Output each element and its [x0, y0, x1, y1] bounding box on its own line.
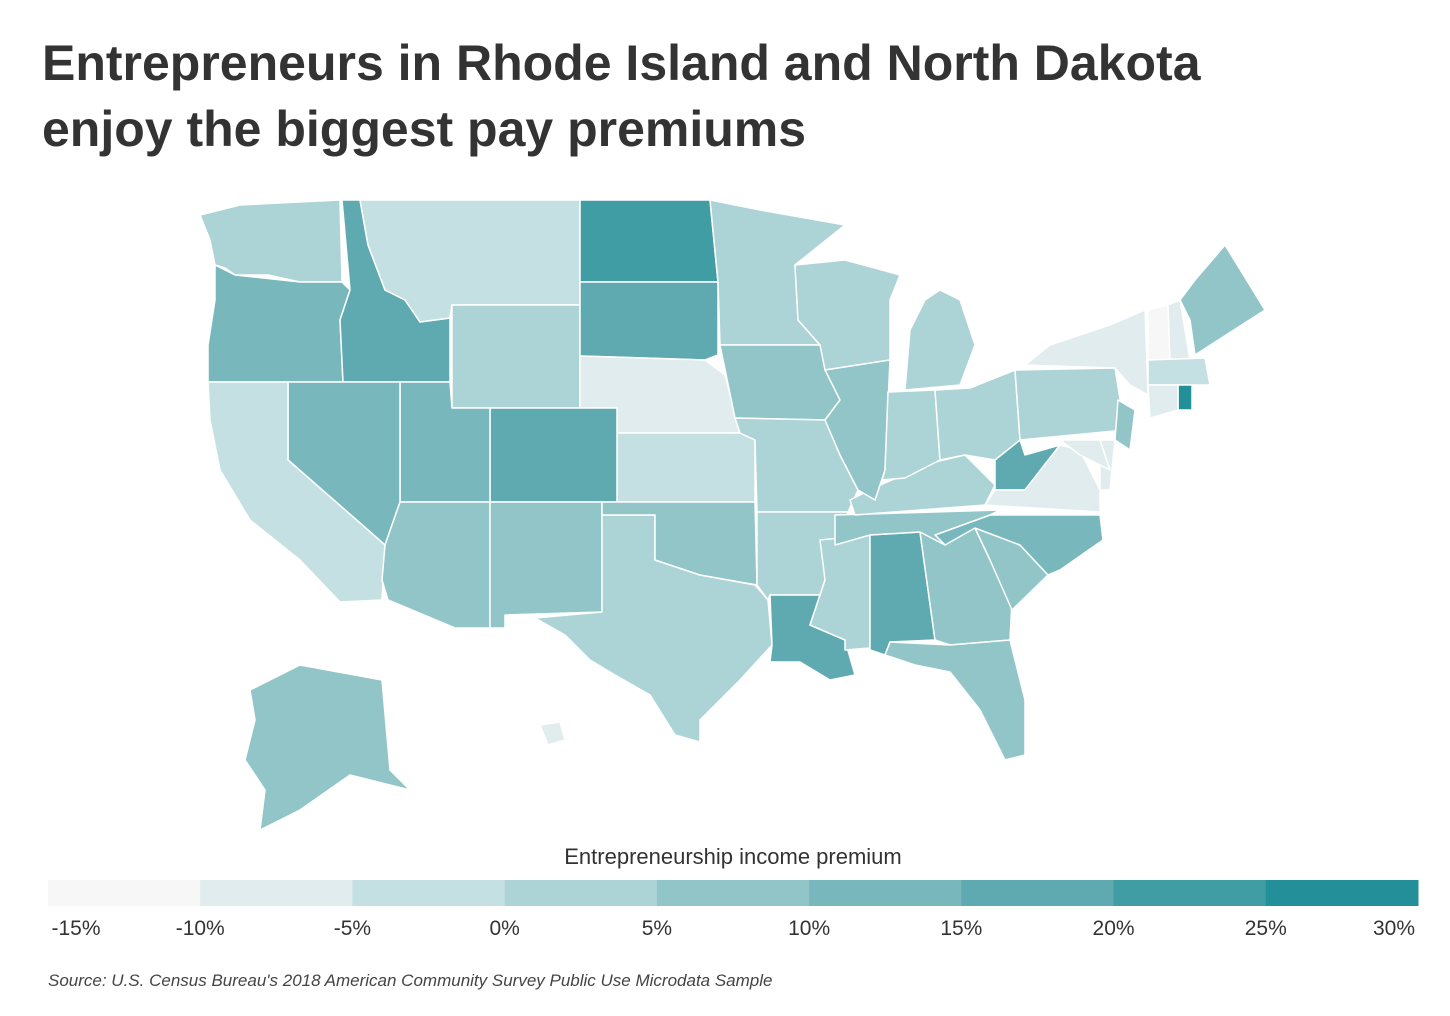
state: [207, 381, 386, 603]
legend-tick-label: 15%: [940, 917, 982, 940]
legend-tick-label: -15%: [51, 917, 100, 940]
state: [579, 281, 719, 361]
legend: -15% -10% -5% 0% 5% 10% 15% 20% 25% 30%: [48, 880, 1419, 940]
state: [601, 501, 758, 586]
title-line: enjoy the biggest pay premiums: [42, 101, 806, 157]
state: [904, 289, 976, 391]
legend-tick-label: 0%: [489, 917, 519, 940]
legend-swatch: [352, 880, 506, 906]
state: [1147, 357, 1211, 386]
state: [1114, 399, 1136, 451]
state: [849, 454, 996, 516]
state: [1147, 304, 1171, 361]
state: [1179, 244, 1266, 356]
legend-swatch: [48, 880, 201, 906]
state: [1014, 367, 1126, 441]
state: [539, 721, 566, 746]
legend-tick-label: 30%: [1373, 917, 1415, 940]
legend-tick-label: 5%: [642, 917, 672, 940]
state: [1177, 384, 1193, 411]
legend-tick-label: 10%: [788, 917, 830, 940]
state: [489, 407, 618, 503]
state: [934, 514, 1104, 576]
legend-swatch: [1265, 880, 1419, 906]
state: [1059, 439, 1111, 471]
state: [1147, 384, 1179, 419]
state: [381, 501, 491, 629]
legend-swatch: [1113, 880, 1267, 906]
state: [1024, 309, 1149, 396]
legend-swatch: [809, 880, 962, 906]
legend-tick-label: 20%: [1093, 917, 1135, 940]
state: [451, 304, 581, 409]
legend-swatch: [656, 880, 810, 906]
state: [579, 199, 719, 283]
state: [489, 501, 603, 629]
legend-swatch: [961, 880, 1115, 906]
state: [884, 639, 1026, 761]
legend-tick-label: 25%: [1245, 917, 1287, 940]
state: [834, 509, 1001, 546]
states: [199, 199, 1266, 831]
legend-title: Entrepreneurship income premium: [564, 844, 902, 869]
state: [244, 664, 446, 831]
legend-tick-label: -5%: [334, 917, 371, 940]
legend-swatch: [200, 880, 353, 906]
state: [616, 432, 756, 503]
source: Source: U.S. Census Bureau's 2018 Americ…: [48, 971, 772, 990]
legend-swatch: [504, 880, 658, 906]
state: [207, 264, 351, 383]
state: [199, 199, 343, 283]
legend-tick-label: -10%: [176, 917, 225, 940]
title-line: Entrepreneurs in Rhode Island and North …: [42, 35, 1202, 91]
